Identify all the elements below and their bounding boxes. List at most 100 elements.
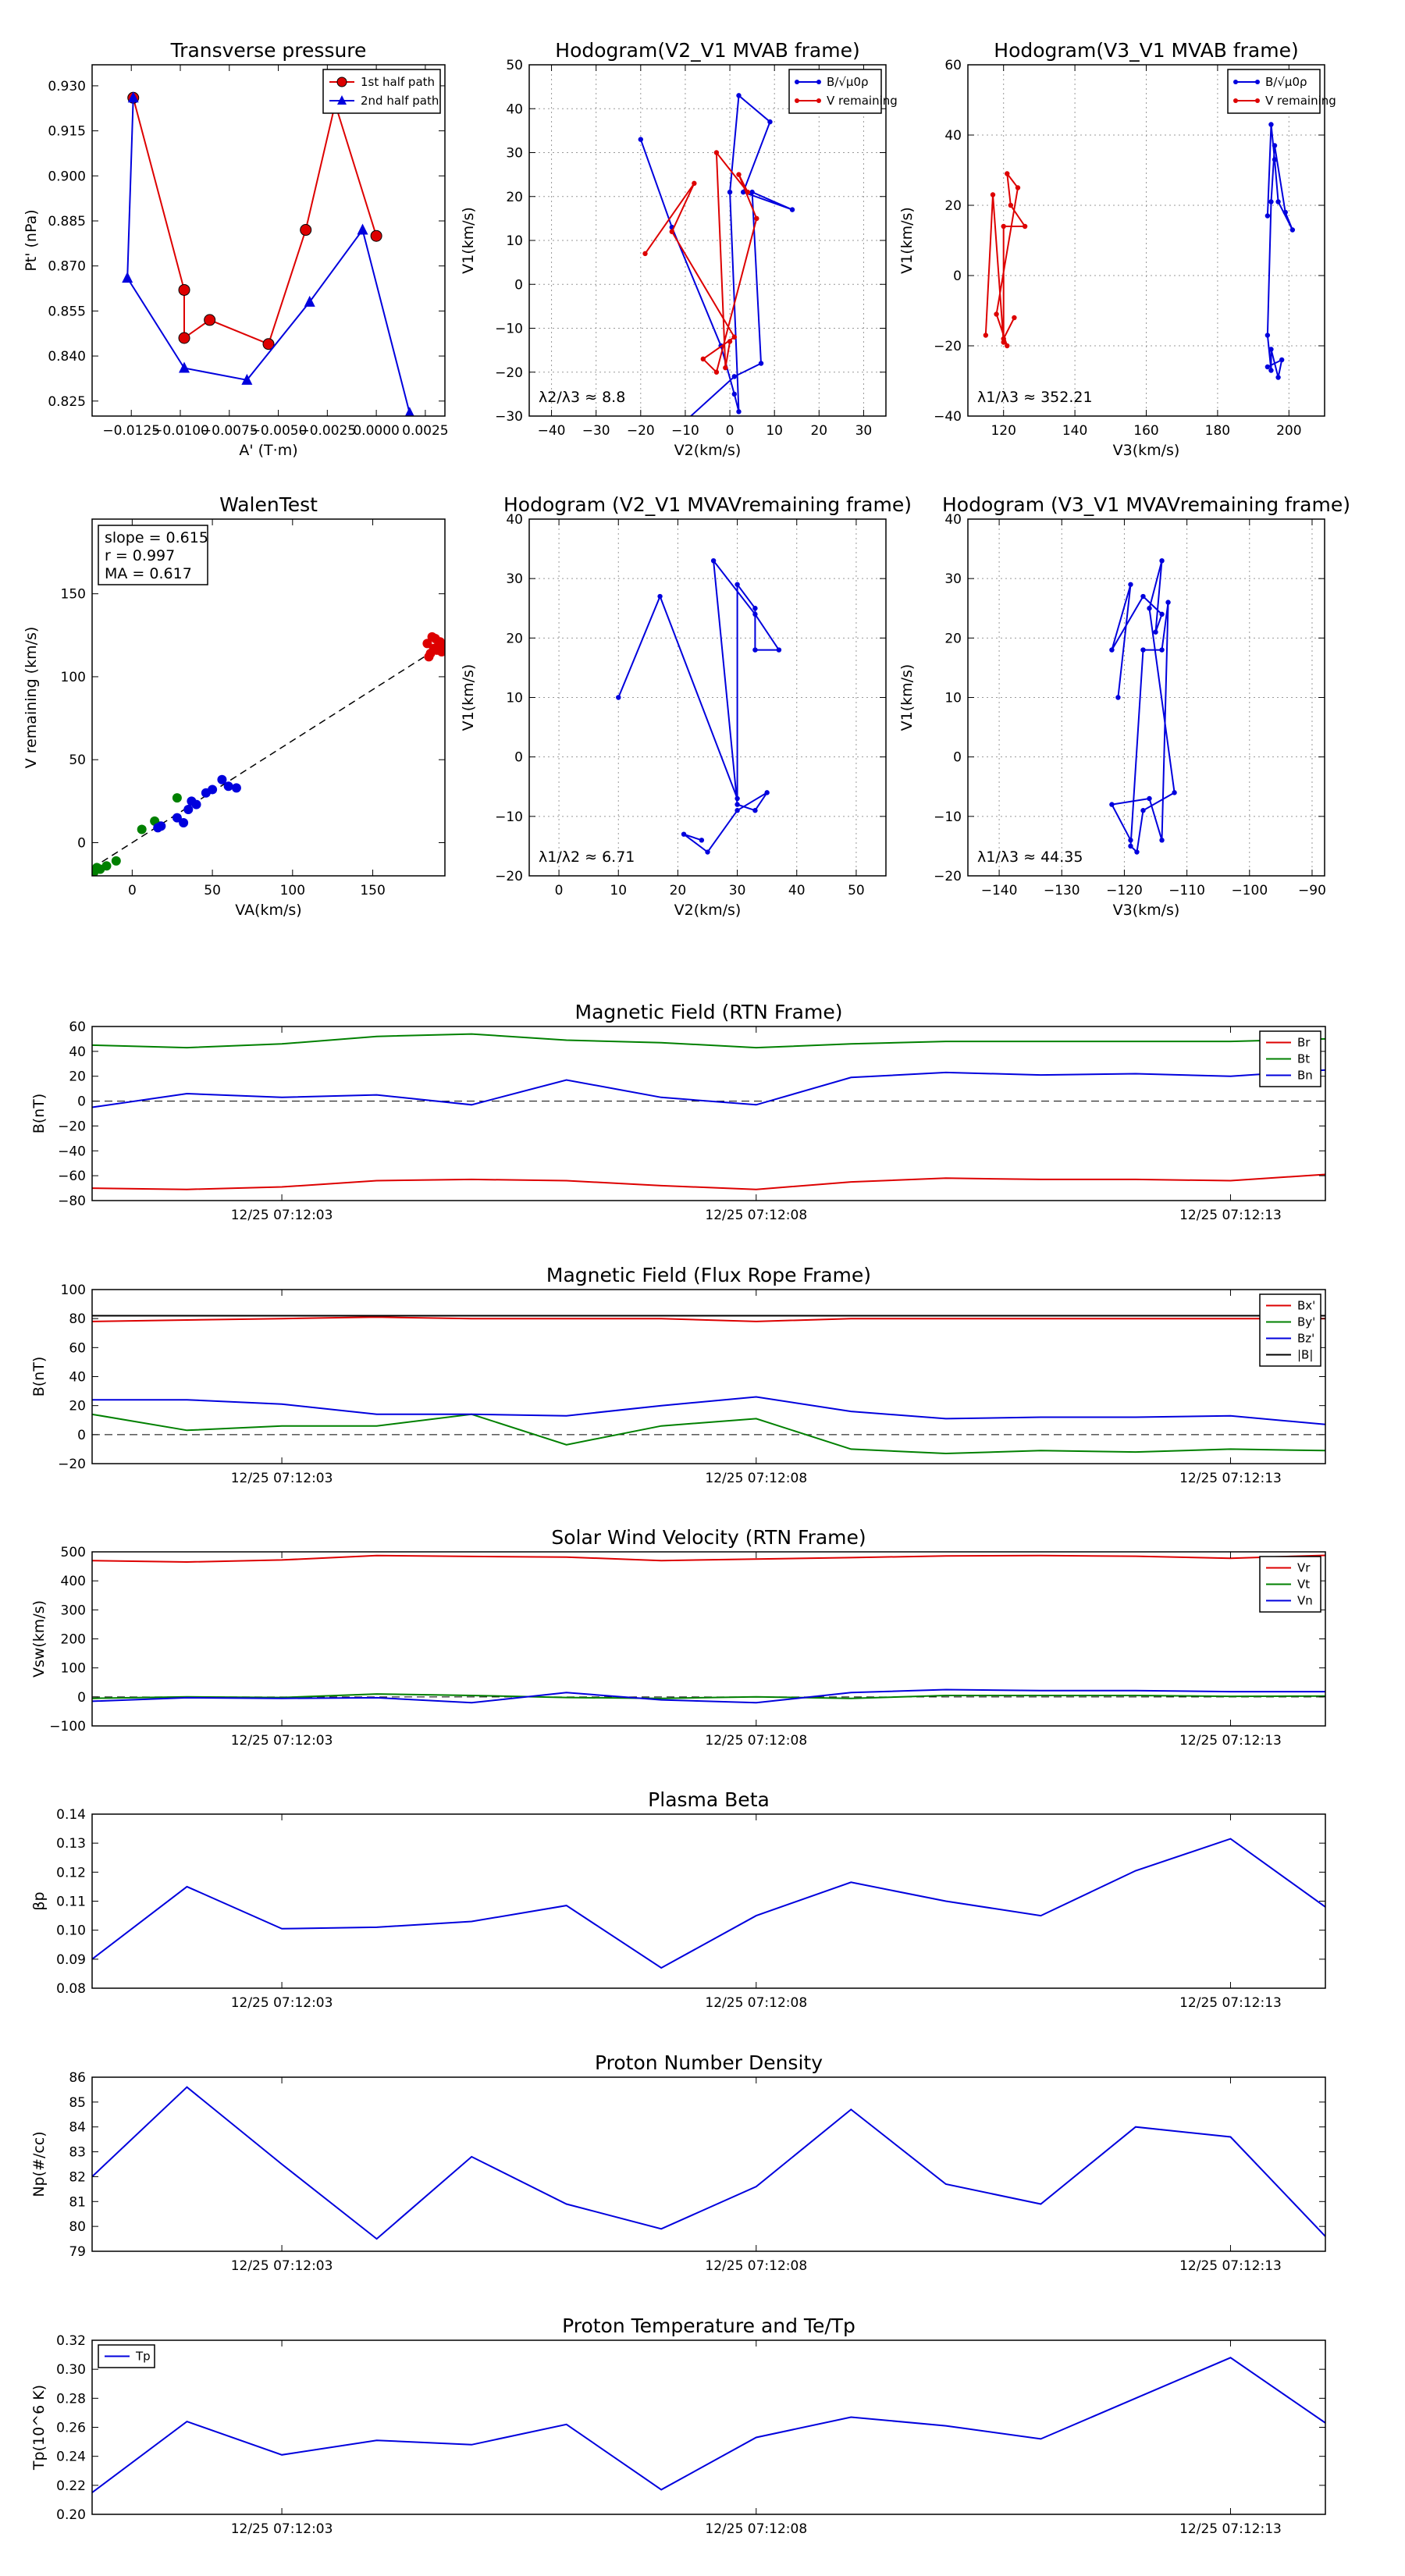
y-tick-label: −10 [495, 809, 523, 825]
data-point [1128, 582, 1133, 587]
x-tick-label: 10 [766, 423, 783, 439]
data-point [1005, 343, 1010, 349]
y-tick-label: 0 [514, 277, 523, 293]
chart-vsw: 12/25 07:12:03 12/25 07:12:08 12/25 07:12:… [30, 1526, 1326, 1749]
chart-title: WalenTest [219, 493, 318, 516]
legend-frame [788, 69, 882, 114]
y-tick-label: 80 [69, 2219, 86, 2235]
data-point [731, 391, 737, 397]
x-tick-label: 30 [729, 883, 746, 898]
data-point [1147, 606, 1152, 611]
data-point [179, 817, 189, 827]
series-bz- [92, 1396, 1325, 1425]
series-line [92, 1033, 1325, 1049]
y-axis-label: Pt' (nPa) [23, 209, 40, 271]
plot-frame [91, 1026, 1326, 1201]
y-tick-label: 100 [61, 670, 86, 685]
chart-beta: 12/25 07:12:03 12/25 07:12:08 12/25 07:12:… [30, 1788, 1326, 2011]
y-tick-label: −20 [495, 869, 523, 884]
data-point [767, 119, 773, 125]
y-tick-label: 79 [69, 2244, 86, 2260]
data-point [700, 356, 706, 362]
y-tick-label: −10 [495, 322, 523, 337]
legend-marker [1255, 80, 1260, 84]
x-tick-label: 50 [848, 883, 865, 898]
data-point [1272, 143, 1278, 148]
x-tick-label: −40 [538, 423, 566, 439]
y-tick-label: 0.11 [56, 1895, 86, 1910]
data-point [735, 802, 740, 807]
data-point [681, 831, 687, 837]
data-point [713, 150, 720, 155]
chart-title: Hodogram (V2_V1 MVAVremaining frame) [503, 493, 912, 516]
series-line [126, 98, 411, 414]
series-b-0- [1264, 122, 1296, 380]
legend-frame [1227, 69, 1321, 114]
x-tick-label: −30 [582, 423, 610, 439]
chart-title: Hodogram(V3_V1 MVAB frame) [994, 39, 1298, 62]
y-tick-label: 500 [61, 1545, 86, 1560]
legend-label: |B| [1297, 1348, 1313, 1362]
legend-marker [1255, 98, 1260, 103]
data-point [1275, 199, 1281, 205]
data-point [1172, 790, 1177, 795]
series-vr [92, 1554, 1325, 1564]
data-point [1264, 333, 1271, 338]
y-tick-label: 400 [61, 1574, 86, 1589]
plot-frame [91, 1813, 1326, 1989]
x-tick-label: 12/25 07:12:13 [1179, 1733, 1282, 1749]
x-tick-label: 0.0025 [402, 423, 448, 439]
y-axis-label: V1(km/s) [460, 664, 477, 731]
y-tick-label: 20 [506, 190, 523, 205]
series-line [92, 1688, 1325, 1704]
legend: Br Bt Bn [1259, 1030, 1321, 1087]
data-point [172, 813, 182, 823]
stats-line: r = 0.997 [105, 547, 175, 564]
data-point [749, 189, 755, 195]
data-point [741, 189, 746, 195]
legend-label: Tp [135, 2350, 151, 2364]
y-tick-label: 60 [944, 58, 962, 73]
data-point [1115, 695, 1121, 700]
chart-title: Hodogram(V2_V1 MVAB frame) [555, 39, 859, 62]
y-tick-label: 40 [944, 128, 962, 144]
data-point [754, 215, 759, 222]
chart-pt: −0.0125−0.0100−0.0075−0.0050−0.00250.000… [23, 39, 449, 459]
data-point [1001, 223, 1006, 229]
legend-label: Bz' [1297, 1332, 1314, 1346]
data-point [1001, 336, 1006, 342]
data-point [1264, 364, 1271, 370]
series-line [644, 150, 758, 374]
plot-frame [91, 1551, 1326, 1727]
x-tick-label: 150 [360, 883, 385, 898]
y-tick-label: 0.09 [56, 1952, 86, 1968]
series-red-group [422, 632, 445, 662]
data-point [172, 793, 182, 803]
data-point [616, 695, 621, 700]
x-axis-label: A' (T·m) [239, 442, 297, 459]
y-tick-label: 100 [61, 1283, 86, 1298]
series-by- [92, 1413, 1325, 1455]
eigenvalue-ratio: λ2/λ3 ≈ 8.8 [539, 389, 625, 406]
legend-label: B/√μ0ρ [1265, 75, 1307, 89]
y-tick-label: 10 [944, 691, 962, 706]
series-line [92, 1413, 1325, 1455]
data-point [705, 849, 710, 855]
y-tick-label: 0.30 [56, 2362, 86, 2378]
y-axis-label: Vsw(km/s) [30, 1600, 48, 1678]
y-tick-label: 0.14 [56, 1807, 86, 1823]
legend-frame [322, 69, 441, 114]
chart-title: Magnetic Field (Flux Rope Frame) [546, 1264, 871, 1286]
plot-frame [91, 518, 446, 877]
legend-label: Bt [1297, 1052, 1310, 1066]
data-point [223, 781, 233, 792]
data-point [1282, 209, 1288, 215]
data-point [1159, 558, 1165, 564]
y-axis-label: B(nT) [30, 1357, 48, 1397]
y-tick-label: 30 [944, 571, 962, 587]
y-tick-label: −100 [49, 1719, 86, 1735]
y-tick-label: 0.20 [56, 2507, 86, 2523]
data-point [178, 332, 190, 344]
stats-line: slope = 0.615 [105, 529, 208, 546]
chart-title: Hodogram (V3_V1 MVAVremaining frame) [942, 493, 1350, 516]
